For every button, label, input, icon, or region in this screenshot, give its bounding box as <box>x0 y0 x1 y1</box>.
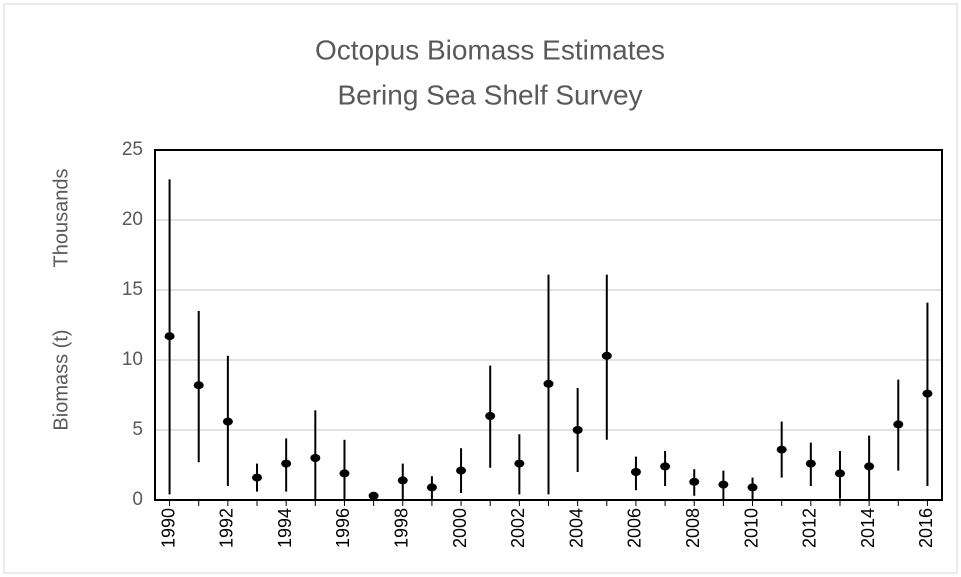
data-point <box>252 473 263 482</box>
data-point <box>514 459 525 468</box>
data-point <box>281 459 292 468</box>
chart-subtitle: Bering Sea Shelf Survey <box>337 79 642 110</box>
y-tick-label: 15 <box>122 279 143 300</box>
data-point <box>426 483 437 492</box>
data-point <box>543 379 554 388</box>
data-point <box>689 477 700 486</box>
x-tick-label: 2016 <box>916 508 936 548</box>
x-tick-label: 2006 <box>625 508 645 548</box>
data-point <box>660 462 671 471</box>
x-tick-label: 2002 <box>508 508 528 548</box>
x-tick-label: 1994 <box>275 508 295 548</box>
data-point <box>164 332 175 341</box>
data-point <box>456 466 467 475</box>
data-point <box>805 459 816 468</box>
data-point <box>339 469 350 478</box>
x-tick-label: 2014 <box>858 508 878 548</box>
x-tick-label: 2004 <box>566 508 586 548</box>
data-point <box>834 469 845 478</box>
data-point <box>310 454 321 462</box>
data-point <box>922 389 933 398</box>
data-point <box>572 426 583 434</box>
data-point <box>485 412 496 420</box>
y-tick-label: 20 <box>122 209 143 230</box>
data-point <box>776 445 787 454</box>
x-tick-label: 2012 <box>800 508 820 548</box>
chart-title: Octopus Biomass Estimates <box>315 34 665 65</box>
data-point <box>222 417 233 426</box>
y-tick-label: 10 <box>122 349 143 370</box>
data-point <box>368 491 379 500</box>
chart-border <box>3 3 958 574</box>
x-tick-label: 1992 <box>217 508 237 548</box>
data-point <box>193 381 204 390</box>
data-point <box>864 462 875 471</box>
x-tick-label: 1990 <box>158 508 178 548</box>
data-point <box>630 468 641 476</box>
data-point <box>718 480 729 489</box>
x-tick-label: 1996 <box>333 508 353 548</box>
y-unit-label: Thousands <box>50 169 72 268</box>
x-tick-label: 2010 <box>741 508 761 548</box>
data-point <box>893 420 904 429</box>
y-tick-label: 25 <box>122 139 143 160</box>
data-point <box>601 351 612 360</box>
y-tick-label: 5 <box>132 419 143 440</box>
x-tick-label: 2008 <box>683 508 703 548</box>
y-axis-label: Biomass (t) <box>50 329 72 430</box>
x-tick-label: 2000 <box>450 508 470 548</box>
x-tick-label: 1998 <box>392 508 412 548</box>
data-point <box>747 483 758 492</box>
data-point <box>397 476 408 485</box>
y-tick-label: 0 <box>132 489 143 510</box>
